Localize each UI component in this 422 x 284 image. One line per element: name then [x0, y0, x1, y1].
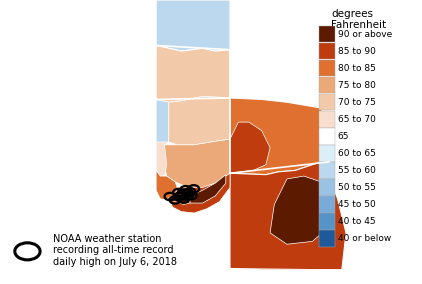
Text: 40 to 45: 40 to 45	[338, 217, 375, 226]
Polygon shape	[156, 45, 230, 102]
Text: 40 or below: 40 or below	[338, 234, 391, 243]
FancyBboxPatch shape	[319, 230, 335, 247]
Text: 90 or above: 90 or above	[338, 30, 392, 39]
Polygon shape	[230, 50, 329, 175]
Polygon shape	[169, 173, 230, 213]
Text: 70 to 75: 70 to 75	[338, 98, 376, 107]
FancyBboxPatch shape	[319, 26, 335, 42]
Text: 50 to 55: 50 to 55	[338, 183, 376, 192]
Polygon shape	[230, 162, 346, 270]
Text: 85 to 90: 85 to 90	[338, 47, 376, 56]
Text: 45 to 50: 45 to 50	[338, 200, 375, 209]
FancyBboxPatch shape	[319, 111, 335, 128]
FancyBboxPatch shape	[319, 145, 335, 162]
FancyBboxPatch shape	[319, 77, 335, 93]
FancyBboxPatch shape	[319, 213, 335, 230]
Text: NOAA weather station: NOAA weather station	[53, 234, 161, 244]
Polygon shape	[156, 142, 169, 176]
Text: 80 to 85: 80 to 85	[338, 64, 376, 73]
FancyBboxPatch shape	[319, 60, 335, 76]
Polygon shape	[270, 176, 333, 244]
Text: recording all-time record: recording all-time record	[53, 245, 173, 256]
Text: degrees
Fahrenheit: degrees Fahrenheit	[331, 9, 387, 30]
FancyBboxPatch shape	[319, 179, 335, 196]
Text: 75 to 80: 75 to 80	[338, 81, 376, 90]
Polygon shape	[167, 196, 190, 204]
Polygon shape	[156, 0, 230, 51]
Text: 55 to 60: 55 to 60	[338, 166, 376, 175]
FancyBboxPatch shape	[319, 43, 335, 59]
Polygon shape	[165, 139, 230, 187]
FancyBboxPatch shape	[319, 162, 335, 179]
Polygon shape	[156, 99, 169, 145]
Polygon shape	[169, 97, 230, 145]
FancyBboxPatch shape	[319, 94, 335, 110]
Polygon shape	[230, 122, 270, 173]
Polygon shape	[190, 175, 226, 203]
Text: 60 to 65: 60 to 65	[338, 149, 376, 158]
Text: 65 to 70: 65 to 70	[338, 115, 376, 124]
Polygon shape	[156, 170, 177, 200]
FancyBboxPatch shape	[319, 196, 335, 213]
Text: 65: 65	[338, 132, 349, 141]
FancyBboxPatch shape	[319, 128, 335, 145]
Text: daily high on July 6, 2018: daily high on July 6, 2018	[53, 257, 177, 267]
